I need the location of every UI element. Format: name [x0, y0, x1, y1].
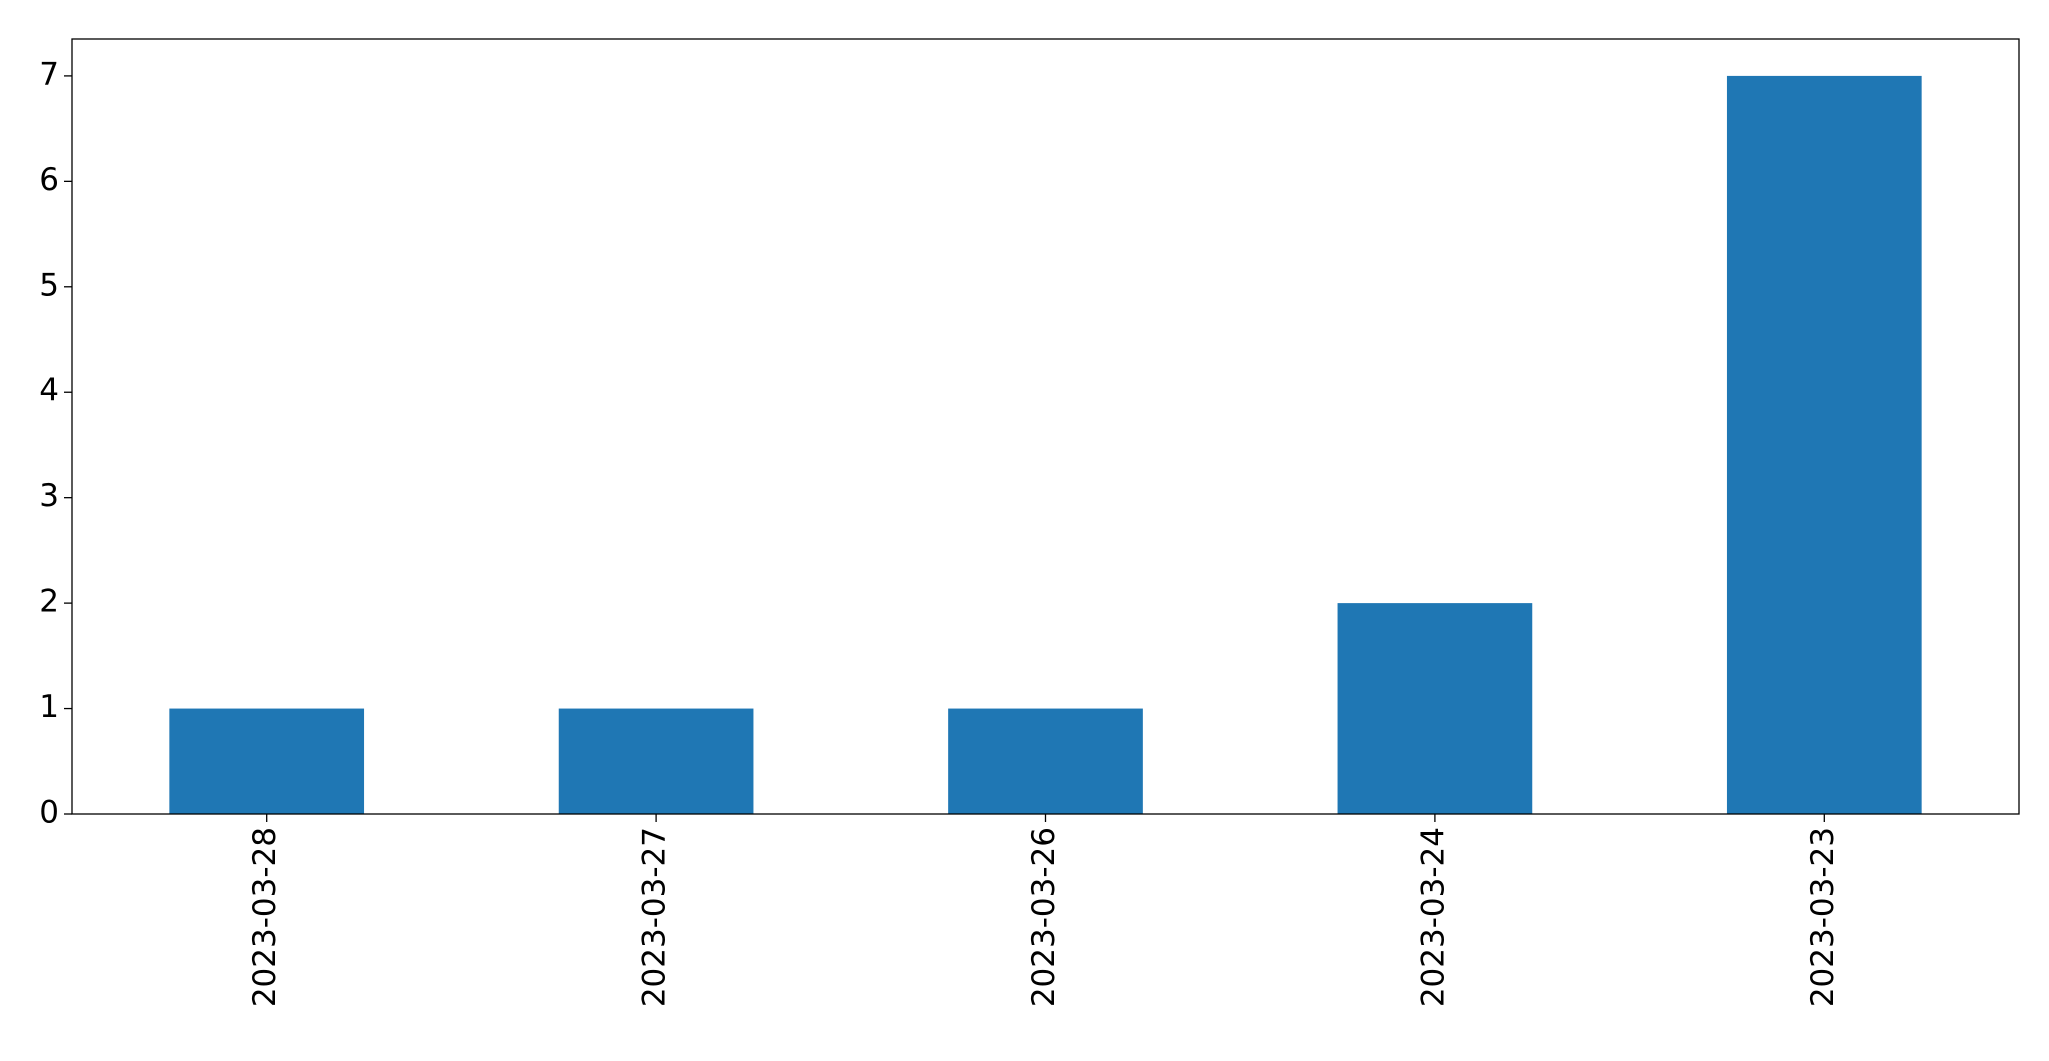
- x-tick-label: 2023-03-27: [637, 827, 673, 1007]
- x-tick-label: 2023-03-24: [1415, 827, 1451, 1007]
- x-tick-label: 2023-03-28: [247, 827, 283, 1007]
- bar: [558, 708, 754, 814]
- y-tick-label: 6: [39, 162, 59, 198]
- bar: [1337, 603, 1533, 814]
- y-tick-label: 5: [39, 267, 59, 303]
- x-tick-label: 2023-03-26: [1026, 827, 1062, 1007]
- y-tick-label: 3: [39, 478, 59, 514]
- axes-frame: [71, 38, 2020, 815]
- y-tick-label: 0: [39, 795, 59, 831]
- x-tick-label: 2023-03-23: [1805, 827, 1841, 1007]
- bar: [948, 708, 1143, 814]
- bar: [169, 708, 365, 814]
- y-tick-label: 2: [39, 584, 59, 620]
- y-tick-label: 7: [39, 56, 59, 92]
- y-tick-label: 1: [39, 689, 59, 725]
- bar: [1726, 75, 1922, 814]
- y-tick-label: 4: [39, 373, 59, 409]
